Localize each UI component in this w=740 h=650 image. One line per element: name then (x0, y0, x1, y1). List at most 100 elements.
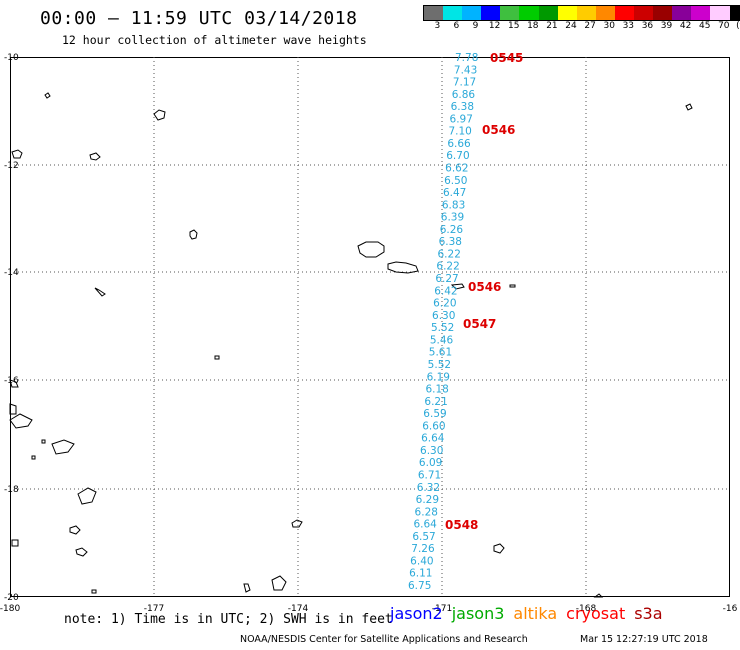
wave-height-value: 5.52 (428, 359, 451, 371)
island-niue (291, 519, 303, 528)
wave-height-track: 7.787.437.176.866.386.977.106.666.706.62… (408, 52, 478, 592)
island-e2 (593, 593, 604, 598)
island-w4 (31, 455, 36, 460)
island-w (9, 379, 19, 388)
wave-height-value: 6.27 (435, 273, 458, 285)
wave-height-value: 7.43 (454, 64, 477, 76)
wave-height-value: 6.57 (412, 531, 435, 543)
wave-height-value: 6.86 (452, 89, 476, 101)
y-tick-label: -18 (4, 485, 19, 495)
generated-timestamp: Mar 15 12:27:19 UTC 2018 (580, 634, 708, 645)
wave-height-value: 6.39 (441, 212, 464, 224)
island-tonga-2 (51, 439, 75, 455)
wave-height-value: 6.83 (442, 199, 465, 211)
color-swatch (595, 6, 615, 20)
satellite-legend-item: jason3 (451, 604, 505, 623)
y-tick-label: -12 (4, 161, 19, 171)
pass-time-label: 0546 (482, 123, 515, 137)
x-tick-label: -16 (723, 604, 738, 614)
color-swatch (500, 6, 520, 20)
wave-height-value: 6.64 (413, 519, 437, 531)
map-title: 00:00 – 11:59 UTC 03/14/2018 (40, 8, 358, 29)
island-small-a (44, 92, 51, 99)
island-small-e (214, 355, 220, 360)
color-scale-label: 30 (603, 21, 615, 31)
island-futuna (153, 109, 166, 121)
island-w3 (41, 439, 46, 444)
island-small-b (89, 152, 101, 161)
wave-height-value: 7.17 (453, 77, 476, 89)
pass-time-label: 0547 (463, 317, 496, 331)
wave-height-value: 6.75 (408, 580, 431, 592)
wave-height-value: 6.62 (445, 163, 468, 175)
color-scale-label: 33 (622, 21, 635, 31)
wave-height-value: 6.29 (416, 494, 439, 506)
island-small-d (94, 287, 106, 297)
island-lau-1 (271, 575, 287, 591)
wave-height-value: 6.21 (424, 396, 447, 408)
color-swatch (424, 6, 444, 20)
wave-height-value: 6.60 (422, 420, 445, 432)
color-swatch (634, 6, 654, 20)
x-tick-label: -168 (576, 604, 597, 614)
wave-height-value: 7.10 (448, 126, 471, 138)
island-tutuila (450, 283, 465, 290)
island-w5 (11, 539, 19, 547)
credit-line: NOAA/NESDIS Center for Satellite Applica… (240, 634, 708, 645)
wave-height-value: 5.46 (430, 334, 454, 346)
island-lau-2 (243, 583, 251, 593)
pass-time-label: 0546 (468, 280, 501, 294)
wave-height-value: 6.66 (447, 138, 471, 150)
wave-height-value: 6.22 (438, 248, 461, 260)
wave-height-value: 6.97 (450, 113, 473, 125)
island-ne (685, 103, 693, 111)
satellite-legend-item: jason2 (390, 604, 443, 623)
island-tonga-3 (77, 487, 97, 505)
y-tick-label: -20 (4, 593, 19, 603)
color-swatch (614, 6, 635, 20)
island-tonga-1 (9, 413, 33, 429)
wave-height-value: 6.30 (420, 445, 443, 457)
wave-height-value: 6.20 (433, 298, 456, 310)
wave-height-value: 5.52 (431, 322, 454, 334)
wave-height-value: 6.28 (415, 506, 438, 518)
wave-height-value: 6.09 (419, 457, 442, 469)
island-manua (509, 284, 516, 288)
color-scale-label: 45 (698, 21, 711, 31)
wave-height-value: 6.38 (439, 236, 462, 248)
color-swatch (691, 6, 711, 20)
wave-height-value: 7.26 (411, 543, 435, 555)
x-tick-label: -177 (144, 604, 164, 614)
footer-note: note: 1) Time is in UTC; 2) SWH is in fe… (64, 612, 393, 627)
x-tick-label: -180 (0, 604, 20, 614)
color-swatch (710, 6, 730, 20)
map-axis-labels: -180 -177 -174 -171 -168 -16 -10 -12 -14 -16 -18 -2… (0, 53, 738, 614)
map-frame (10, 57, 730, 597)
x-tick-label: -171 (432, 604, 452, 614)
satellite-legend: jason2 jason3 altika cryosat s3a (390, 604, 672, 623)
color-scale-label: 12 (488, 21, 501, 31)
color-swatch (729, 6, 740, 20)
y-tick-label: -14 (4, 268, 19, 278)
color-swatch (462, 6, 482, 20)
island-east (493, 543, 505, 554)
map-subtitle: 12 hour collection of altimeter wave hei… (62, 33, 367, 47)
color-scale-bar (423, 5, 740, 21)
wave-height-value: 6.11 (409, 568, 432, 580)
color-scale-label: 9 (472, 21, 479, 31)
island-tonga-5 (75, 547, 88, 557)
wave-height-value: 6.40 (410, 555, 433, 567)
color-swatch (576, 6, 596, 20)
satellite-legend-item: altika (513, 604, 558, 623)
island-w2 (9, 403, 17, 415)
satellite-legend-item: s3a (634, 604, 663, 623)
wave-height-value: 6.70 (446, 150, 469, 162)
wave-height-value: 6.30 (432, 310, 455, 322)
color-scale-label: 70 (718, 21, 730, 31)
wave-height-value: 6.32 (417, 482, 440, 494)
island-w6 (91, 589, 97, 594)
pass-time-label: 0548 (445, 518, 478, 532)
satellite-legend-item: cryosat (566, 604, 626, 623)
color-scale-label: 3 (434, 21, 441, 31)
wave-height-value: 6.18 (425, 384, 448, 396)
